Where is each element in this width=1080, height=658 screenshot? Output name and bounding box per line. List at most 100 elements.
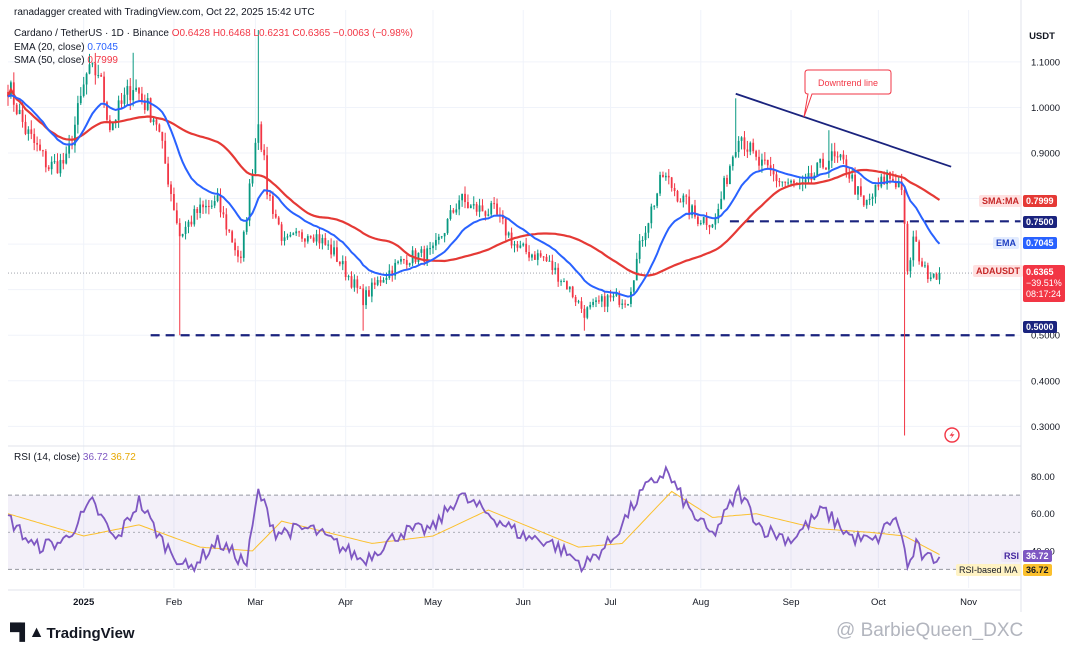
candle-body <box>568 286 571 290</box>
candle-body <box>830 151 833 161</box>
candle-body <box>173 194 175 211</box>
candle-body <box>580 301 583 309</box>
candle-body <box>775 174 778 181</box>
ema-legend[interactable]: EMA (20, close) 0.7045 <box>14 42 118 53</box>
rsi-legend[interactable]: RSI (14, close) 36.72 36.72 <box>14 452 136 463</box>
candle-body <box>289 234 292 237</box>
sma-legend-value: 0.7999 <box>87 55 118 66</box>
time-axis[interactable]: 2025 Feb Mar Apr May Jun Jul Aug Sep Oct Nov <box>73 597 977 608</box>
time-tick-label: Sep <box>783 597 800 608</box>
candle-body <box>181 233 184 237</box>
watermark: @ BarbieQueen_DXC <box>836 620 1024 641</box>
candle-body <box>781 181 784 183</box>
candle-body <box>475 204 478 212</box>
candle-body <box>667 175 670 178</box>
candle-body <box>836 156 839 158</box>
candle-body <box>536 253 539 260</box>
candle-body <box>932 273 935 278</box>
candle-body <box>464 193 466 203</box>
candle-body <box>865 199 868 206</box>
rsi-axis-tag: RSI <box>1001 550 1023 562</box>
candle-body <box>662 174 664 178</box>
candle-body <box>545 256 548 262</box>
candle-body <box>723 177 725 199</box>
candle-body <box>24 121 27 134</box>
candle-body <box>592 302 594 305</box>
candle-body <box>39 144 41 151</box>
candle-body <box>68 143 71 154</box>
candle-body <box>196 208 199 213</box>
candle-body <box>260 124 263 150</box>
candle-body <box>33 133 36 143</box>
candle-body <box>702 216 705 224</box>
rsi-legend-value: 36.72 <box>82 452 108 463</box>
candle-body <box>79 95 82 104</box>
candle-body <box>373 282 376 285</box>
rsi-ma-axis-value: 36.72 <box>1023 564 1052 576</box>
candle-body <box>417 252 420 262</box>
candle-body <box>47 167 50 170</box>
candle-body <box>533 254 536 260</box>
candle-body <box>862 195 865 206</box>
candle-body <box>245 220 248 232</box>
candle-body <box>312 237 315 242</box>
candle-body <box>565 281 568 290</box>
candle-body <box>484 211 487 216</box>
candle-body <box>234 242 236 251</box>
candle-body <box>761 159 763 166</box>
candle-body <box>839 154 842 158</box>
candle-body <box>42 150 44 152</box>
sma-axis-value: 0.7999 <box>1023 195 1057 207</box>
ema-legend-label: EMA (20, close) <box>14 42 85 53</box>
time-tick-label: Aug <box>692 597 709 608</box>
candle-body <box>912 236 915 261</box>
candle-body <box>679 201 682 203</box>
candle-body <box>926 265 929 280</box>
candle-body <box>621 303 624 305</box>
price-tick-label: 1.1000 <box>1031 57 1060 68</box>
candle-body <box>237 250 239 257</box>
candle-body <box>341 261 344 265</box>
price-axis[interactable]: 0.3000 0.4000 0.5000 0.9000 1.0000 1.1000 <box>1031 57 1060 432</box>
candle-body <box>609 295 612 298</box>
candle-body <box>542 256 545 258</box>
lightning-icon[interactable] <box>944 427 960 443</box>
candle-body <box>239 256 242 258</box>
candle-body <box>56 161 59 174</box>
ema-axis-value: 0.7045 <box>1023 237 1057 249</box>
time-tick-label: Oct <box>871 597 886 608</box>
candle-body <box>807 173 810 180</box>
candle-body <box>129 86 132 101</box>
price-tick-label: 0.5000 <box>1031 331 1060 342</box>
candle-body <box>857 186 859 195</box>
candle-body <box>921 261 923 267</box>
candle-body <box>27 129 30 134</box>
candle-body <box>97 75 100 77</box>
candle-body <box>190 221 193 225</box>
candle-body <box>699 223 702 225</box>
candle-body <box>100 75 103 77</box>
candle-body <box>868 199 871 201</box>
candle-body <box>108 119 111 131</box>
candle-body <box>435 239 437 246</box>
candle-body <box>167 163 170 185</box>
candle-body <box>362 288 365 306</box>
candle-body <box>729 166 731 185</box>
candle-body <box>731 156 734 167</box>
candle-body <box>656 193 659 206</box>
candle-body <box>446 218 449 234</box>
sma-legend[interactable]: SMA (50, close) 0.7999 <box>14 55 118 66</box>
candle-body <box>437 236 440 240</box>
ohlc-legend: Cardano / TetherUS · 1D · Binance O0.642… <box>14 28 413 39</box>
candle-body <box>248 183 251 221</box>
downtrend-line <box>735 92 952 168</box>
candle-body <box>755 151 758 157</box>
candle-body <box>408 263 411 265</box>
time-tick-label: Nov <box>960 597 977 608</box>
candle-body <box>531 254 533 258</box>
time-tick-label: Feb <box>166 597 182 608</box>
candle-body <box>330 244 333 255</box>
candle-body <box>175 210 178 224</box>
tradingview-logo[interactable]: ▀▌▲ TradingView <box>10 624 135 642</box>
